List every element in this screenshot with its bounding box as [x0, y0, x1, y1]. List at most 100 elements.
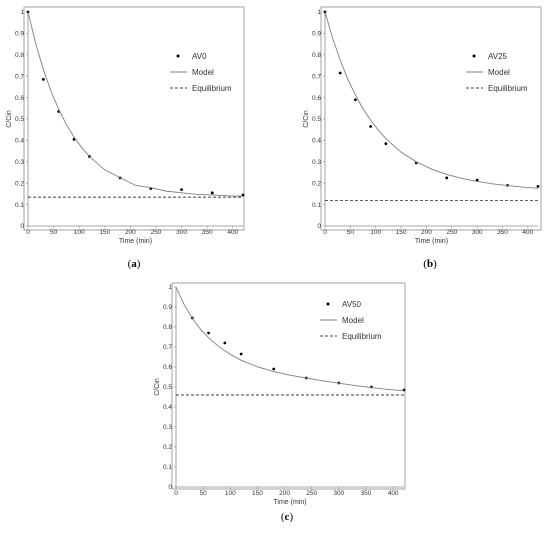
x-tick-label: 400 — [522, 229, 533, 236]
data-point — [180, 188, 183, 192]
model-curve — [175, 286, 405, 392]
x-tick-label: 150 — [99, 229, 110, 236]
y-tick-label: 0 — [20, 223, 24, 230]
y-tick-label: 0.3 — [312, 159, 321, 166]
y-tick-label: 0 — [168, 484, 172, 491]
y-tick-label: 0.8 — [312, 52, 321, 59]
x-tick-label: 400 — [388, 490, 399, 497]
y-tick-label: 0.9 — [15, 31, 24, 38]
x-tick-label: 350 — [202, 229, 213, 236]
data-point — [445, 176, 449, 180]
legend-label: Model — [488, 68, 510, 77]
data-point — [241, 193, 245, 197]
x-tick-label: 0 — [323, 229, 327, 236]
data-point — [536, 185, 540, 188]
y-tick-label: 0.8 — [15, 52, 24, 59]
x-axis-title: Time (min) — [273, 499, 306, 506]
x-tick-label: 250 — [306, 490, 317, 497]
y-tick-label: 0.7 — [163, 344, 172, 351]
legend-label: Equilibrium — [488, 84, 528, 93]
model-curve — [27, 11, 244, 197]
legend-marker-points — [326, 302, 330, 306]
data-point — [384, 142, 388, 146]
chart-panel-c: 0 0.1 0.2 0.3 0.4 0.5 0.6 0.7 0.8 0.9 1 0 50 100 150 20… — [154, 282, 406, 523]
data-point — [223, 341, 227, 345]
x-tick-label: 50 — [50, 229, 58, 236]
x-tick-label: 200 — [279, 490, 290, 497]
x-tick-label: 300 — [333, 490, 344, 497]
legend: AV0 Model Equilibrium — [170, 52, 232, 93]
legend: AV25 Model Equilibrium — [466, 52, 528, 93]
x-tick-label: 100 — [225, 490, 236, 497]
legend-label: Model — [342, 316, 364, 325]
y-tick-label: 0.1 — [163, 464, 172, 471]
x-tick-label: 100 — [74, 229, 85, 236]
y-tick-label: 0.2 — [15, 180, 24, 187]
data-point — [41, 78, 45, 81]
x-tick-label: 400 — [227, 229, 238, 236]
y-tick-label: 0.4 — [312, 138, 321, 145]
y-tick-label: 0.3 — [163, 424, 172, 431]
data-point — [239, 352, 243, 356]
y-tick-label: 0 — [317, 223, 321, 230]
y-axis-title: C/Cin — [303, 110, 310, 128]
chart-panel-a: 0 0.1 0.2 0.3 0.4 0.5 0.6 0.7 0.8 0.9 1 0 50 100 150 20… — [6, 6, 245, 270]
y-tick-label: 0.3 — [15, 159, 24, 166]
panel-label: (a) — [128, 258, 141, 270]
legend-label: Equilibrium — [192, 84, 232, 93]
model-curve — [324, 11, 539, 189]
y-tick-label: 0.1 — [312, 202, 321, 209]
y-tick-label: 0.5 — [312, 116, 321, 123]
data-point — [354, 98, 357, 102]
x-tick-label: 0 — [26, 229, 30, 236]
plot-frame — [320, 6, 542, 231]
x-tick-label: 50 — [200, 490, 208, 497]
x-tick-label: 250 — [446, 229, 457, 236]
legend-label: AV0 — [192, 52, 207, 61]
x-tick-label: 0 — [174, 490, 178, 497]
data-point — [369, 125, 373, 128]
y-tick-label: 0.2 — [163, 444, 172, 451]
data-point — [210, 191, 214, 195]
y-tick-label: 0.5 — [163, 384, 172, 391]
y-tick-label: 1 — [20, 9, 24, 16]
legend-label: Equilibrium — [342, 332, 382, 341]
chart-panel-b: 0 0.1 0.2 0.3 0.4 0.5 0.6 0.7 0.8 0.9 1 0 50 100 150 20… — [303, 6, 542, 270]
x-tick-label: 200 — [125, 229, 136, 236]
y-axis-title: C/Cin — [6, 110, 13, 128]
x-tick-label: 250 — [151, 229, 162, 236]
legend-label: AV25 — [488, 52, 508, 61]
y-tick-label: 0.7 — [15, 73, 24, 80]
y-tick-label: 0.7 — [312, 73, 321, 80]
y-tick-label: 0.4 — [163, 404, 172, 411]
data-point — [272, 367, 276, 371]
plot-frame — [23, 6, 245, 231]
x-axis-title: Time (min) — [415, 238, 448, 245]
y-tick-label: 0.2 — [312, 180, 321, 187]
panel-label: (b) — [423, 258, 437, 270]
legend-marker-points — [176, 54, 180, 58]
data-point — [338, 71, 342, 75]
plot-frame — [171, 282, 406, 490]
data-point — [475, 178, 479, 182]
x-tick-label: 300 — [176, 229, 187, 236]
legend-marker-points — [472, 54, 476, 58]
y-tick-label: 0.4 — [15, 138, 24, 145]
x-tick-label: 50 — [347, 229, 355, 236]
legend: AV50 Model Equilibrium — [320, 300, 382, 341]
y-tick-label: 0.6 — [163, 364, 172, 371]
x-tick-label: 300 — [472, 229, 483, 236]
legend-label: Model — [192, 68, 214, 77]
y-tick-label: 0.6 — [15, 95, 24, 102]
panel-label: (c) — [281, 511, 294, 523]
y-tick-label: 0.1 — [15, 202, 24, 209]
y-tick-label: 0.9 — [312, 31, 321, 38]
y-tick-label: 0.6 — [312, 95, 321, 102]
x-tick-label: 100 — [370, 229, 381, 236]
x-axis-title: Time (min) — [119, 238, 152, 245]
x-tick-label: 200 — [421, 229, 432, 236]
y-tick-label: 1 — [317, 9, 321, 16]
y-tick-label: 0.5 — [15, 116, 24, 123]
x-tick-label: 350 — [361, 490, 372, 497]
